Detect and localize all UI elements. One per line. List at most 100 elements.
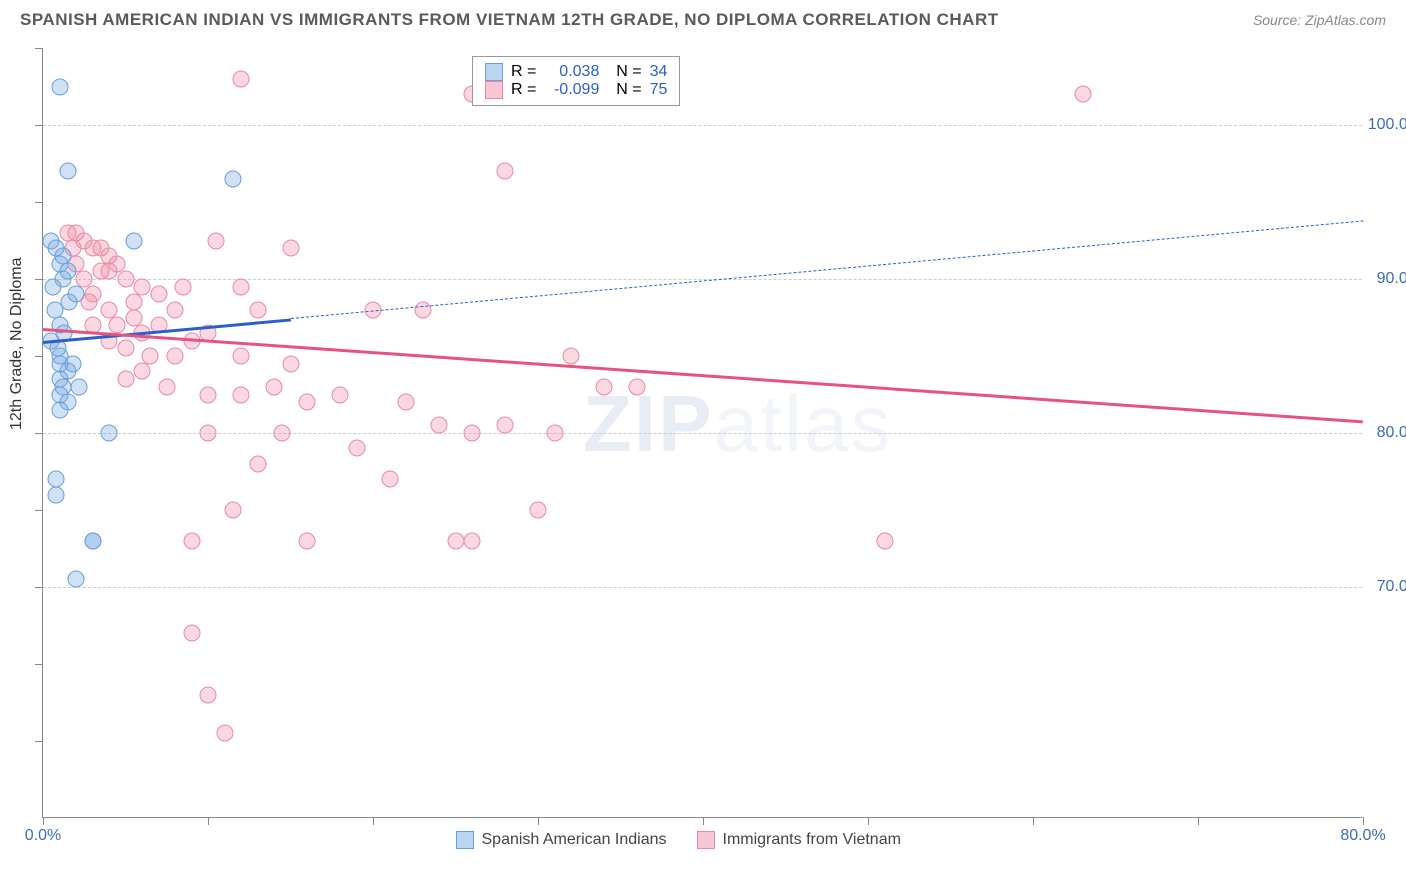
scatter-point-series2 [381,471,398,488]
scatter-point-series2 [546,425,563,442]
regression-line [290,220,1363,319]
scatter-point-series2 [299,394,316,411]
x-tick-label: 0.0% [25,827,61,845]
scatter-point-series2 [876,532,893,549]
legend-n-value: 34 [650,63,668,81]
legend-swatch [456,831,474,849]
y-tick [35,356,43,357]
scatter-point-series2 [183,625,200,642]
scatter-point-series2 [233,386,250,403]
legend-item: Immigrants from Vietnam [697,831,901,849]
scatter-point-series1 [125,232,142,249]
legend-item: Spanish American Indians [456,831,667,849]
scatter-point-series2 [76,271,93,288]
scatter-point-series2 [167,301,184,318]
y-tick-label: 70.0% [1377,578,1406,596]
legend-swatch [485,63,503,81]
y-axis-label: 12th Grade, No Diploma [8,257,26,430]
scatter-point-series2 [142,348,159,365]
y-tick [35,202,43,203]
scatter-point-series2 [464,532,481,549]
scatter-point-series2 [563,348,580,365]
scatter-point-series1 [59,263,76,280]
gridline [43,433,1362,434]
legend-stats: R = 0.038 N = 34R = -0.099 N = 75 [472,56,680,106]
scatter-point-series2 [629,378,646,395]
x-tick [1363,817,1364,825]
source-label: Source: ZipAtlas.com [1253,12,1386,28]
scatter-point-series2 [1074,86,1091,103]
scatter-point-series1 [51,401,68,418]
scatter-point-series2 [233,70,250,87]
scatter-point-series1 [48,486,65,503]
scatter-point-series2 [150,286,167,303]
legend-swatch [697,831,715,849]
scatter-point-series2 [274,425,291,442]
x-tick [43,817,44,825]
scatter-point-series2 [216,725,233,742]
scatter-point-series1 [224,170,241,187]
legend-swatch [485,81,503,99]
scatter-point-series2 [398,394,415,411]
gridline [43,587,1362,588]
legend-series: Spanish American Indians Immigrants from … [456,831,901,849]
scatter-point-series2 [233,348,250,365]
scatter-point-series1 [51,355,68,372]
chart-title: SPANISH AMERICAN INDIAN VS IMMIGRANTS FR… [20,10,999,30]
scatter-point-series1 [51,78,68,95]
scatter-point-series2 [117,371,134,388]
scatter-point-series2 [497,163,514,180]
scatter-point-series2 [167,348,184,365]
scatter-point-series2 [431,417,448,434]
scatter-point-series2 [183,532,200,549]
legend-row: R = 0.038 N = 34 [485,63,667,81]
scatter-point-series2 [158,378,175,395]
scatter-point-series1 [59,163,76,180]
scatter-point-series2 [414,301,431,318]
scatter-point-series2 [464,425,481,442]
scatter-point-series2 [200,686,217,703]
scatter-point-series1 [84,532,101,549]
scatter-point-series1 [101,425,118,442]
scatter-point-series2 [530,502,547,519]
legend-r-value: 0.038 [544,63,599,81]
scatter-point-series2 [208,232,225,249]
x-tick [703,817,704,825]
legend-n-value: 75 [650,81,668,99]
y-tick-label: 100.0% [1368,116,1406,134]
scatter-point-series2 [447,532,464,549]
y-tick [35,741,43,742]
scatter-point-series2 [117,271,134,288]
scatter-point-series2 [249,301,266,318]
scatter-point-series2 [134,363,151,380]
y-tick [35,125,43,126]
scatter-point-series2 [282,355,299,372]
chart-plot-area: ZIPatlas 70.0%80.0%90.0%100.0%0.0%80.0%R… [42,48,1362,818]
legend-label: Immigrants from Vietnam [723,831,901,849]
legend-r-label: R = [511,81,536,99]
legend-label: Spanish American Indians [482,831,667,849]
x-tick [538,817,539,825]
scatter-point-series2 [200,425,217,442]
x-tick [373,817,374,825]
scatter-point-series2 [200,386,217,403]
scatter-point-series2 [134,278,151,295]
scatter-point-series2 [125,309,142,326]
scatter-point-series2 [282,240,299,257]
y-tick [35,279,43,280]
y-tick [35,510,43,511]
x-tick [868,817,869,825]
scatter-point-series1 [71,378,88,395]
legend-row: R = -0.099 N = 75 [485,81,667,99]
scatter-point-series1 [44,278,61,295]
scatter-point-series1 [61,294,78,311]
scatter-point-series2 [299,532,316,549]
scatter-point-series2 [348,440,365,457]
regression-line [43,328,1363,423]
scatter-point-series2 [175,278,192,295]
scatter-point-series1 [54,247,71,264]
scatter-point-series2 [249,455,266,472]
scatter-point-series2 [332,386,349,403]
x-tick [1198,817,1199,825]
scatter-point-series2 [266,378,283,395]
